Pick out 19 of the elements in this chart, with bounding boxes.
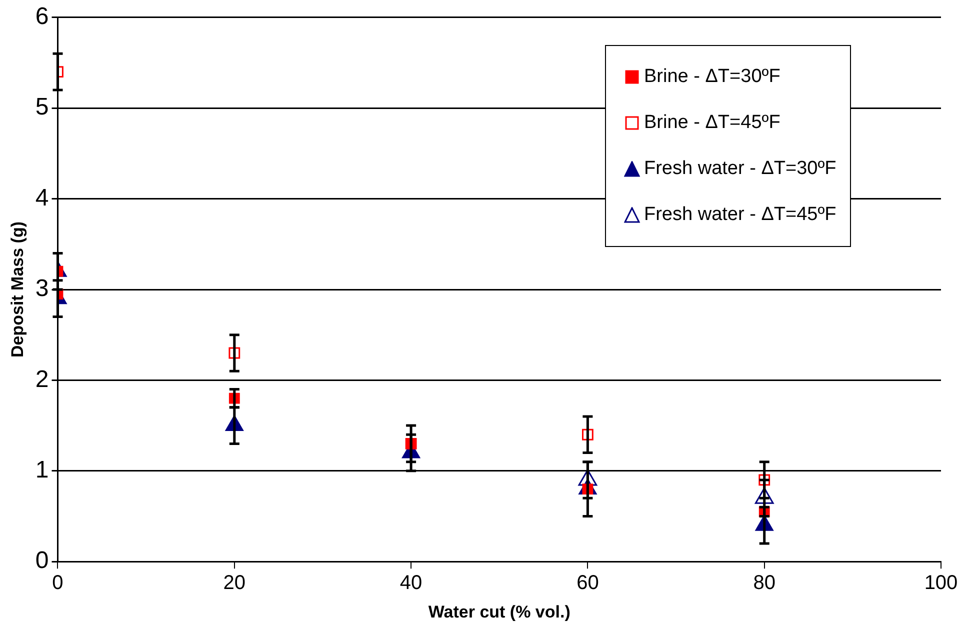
legend-label: Brine - ΔT=45ºF: [644, 112, 780, 134]
y-tick-label: 0: [35, 547, 49, 574]
y-tick-label: 5: [35, 94, 49, 121]
y-tick-label: 6: [35, 3, 49, 30]
legend-label: Fresh water - ΔT=30ºF: [644, 158, 836, 180]
x-tick-label: 0: [52, 572, 64, 594]
y-tick-label: 4: [35, 184, 49, 212]
y-tick-label: 3: [35, 275, 49, 302]
x-tick-label: 40: [400, 572, 422, 594]
legend-label: Fresh water - ΔT=45ºF: [644, 204, 836, 226]
x-tick-label: 60: [576, 572, 599, 594]
x-tick-label: 20: [223, 572, 246, 594]
y-tick-label: 2: [35, 366, 49, 393]
x-axis-title: Water cut (% vol.): [428, 602, 570, 622]
x-tick-label: 80: [753, 572, 776, 594]
x-tick-label: 100: [924, 572, 958, 594]
y-tick-label: 1: [35, 456, 49, 484]
y-axis-title: Deposit Mass (g): [8, 221, 27, 358]
legend-label: Brine - ΔT=30ºF: [644, 66, 780, 88]
